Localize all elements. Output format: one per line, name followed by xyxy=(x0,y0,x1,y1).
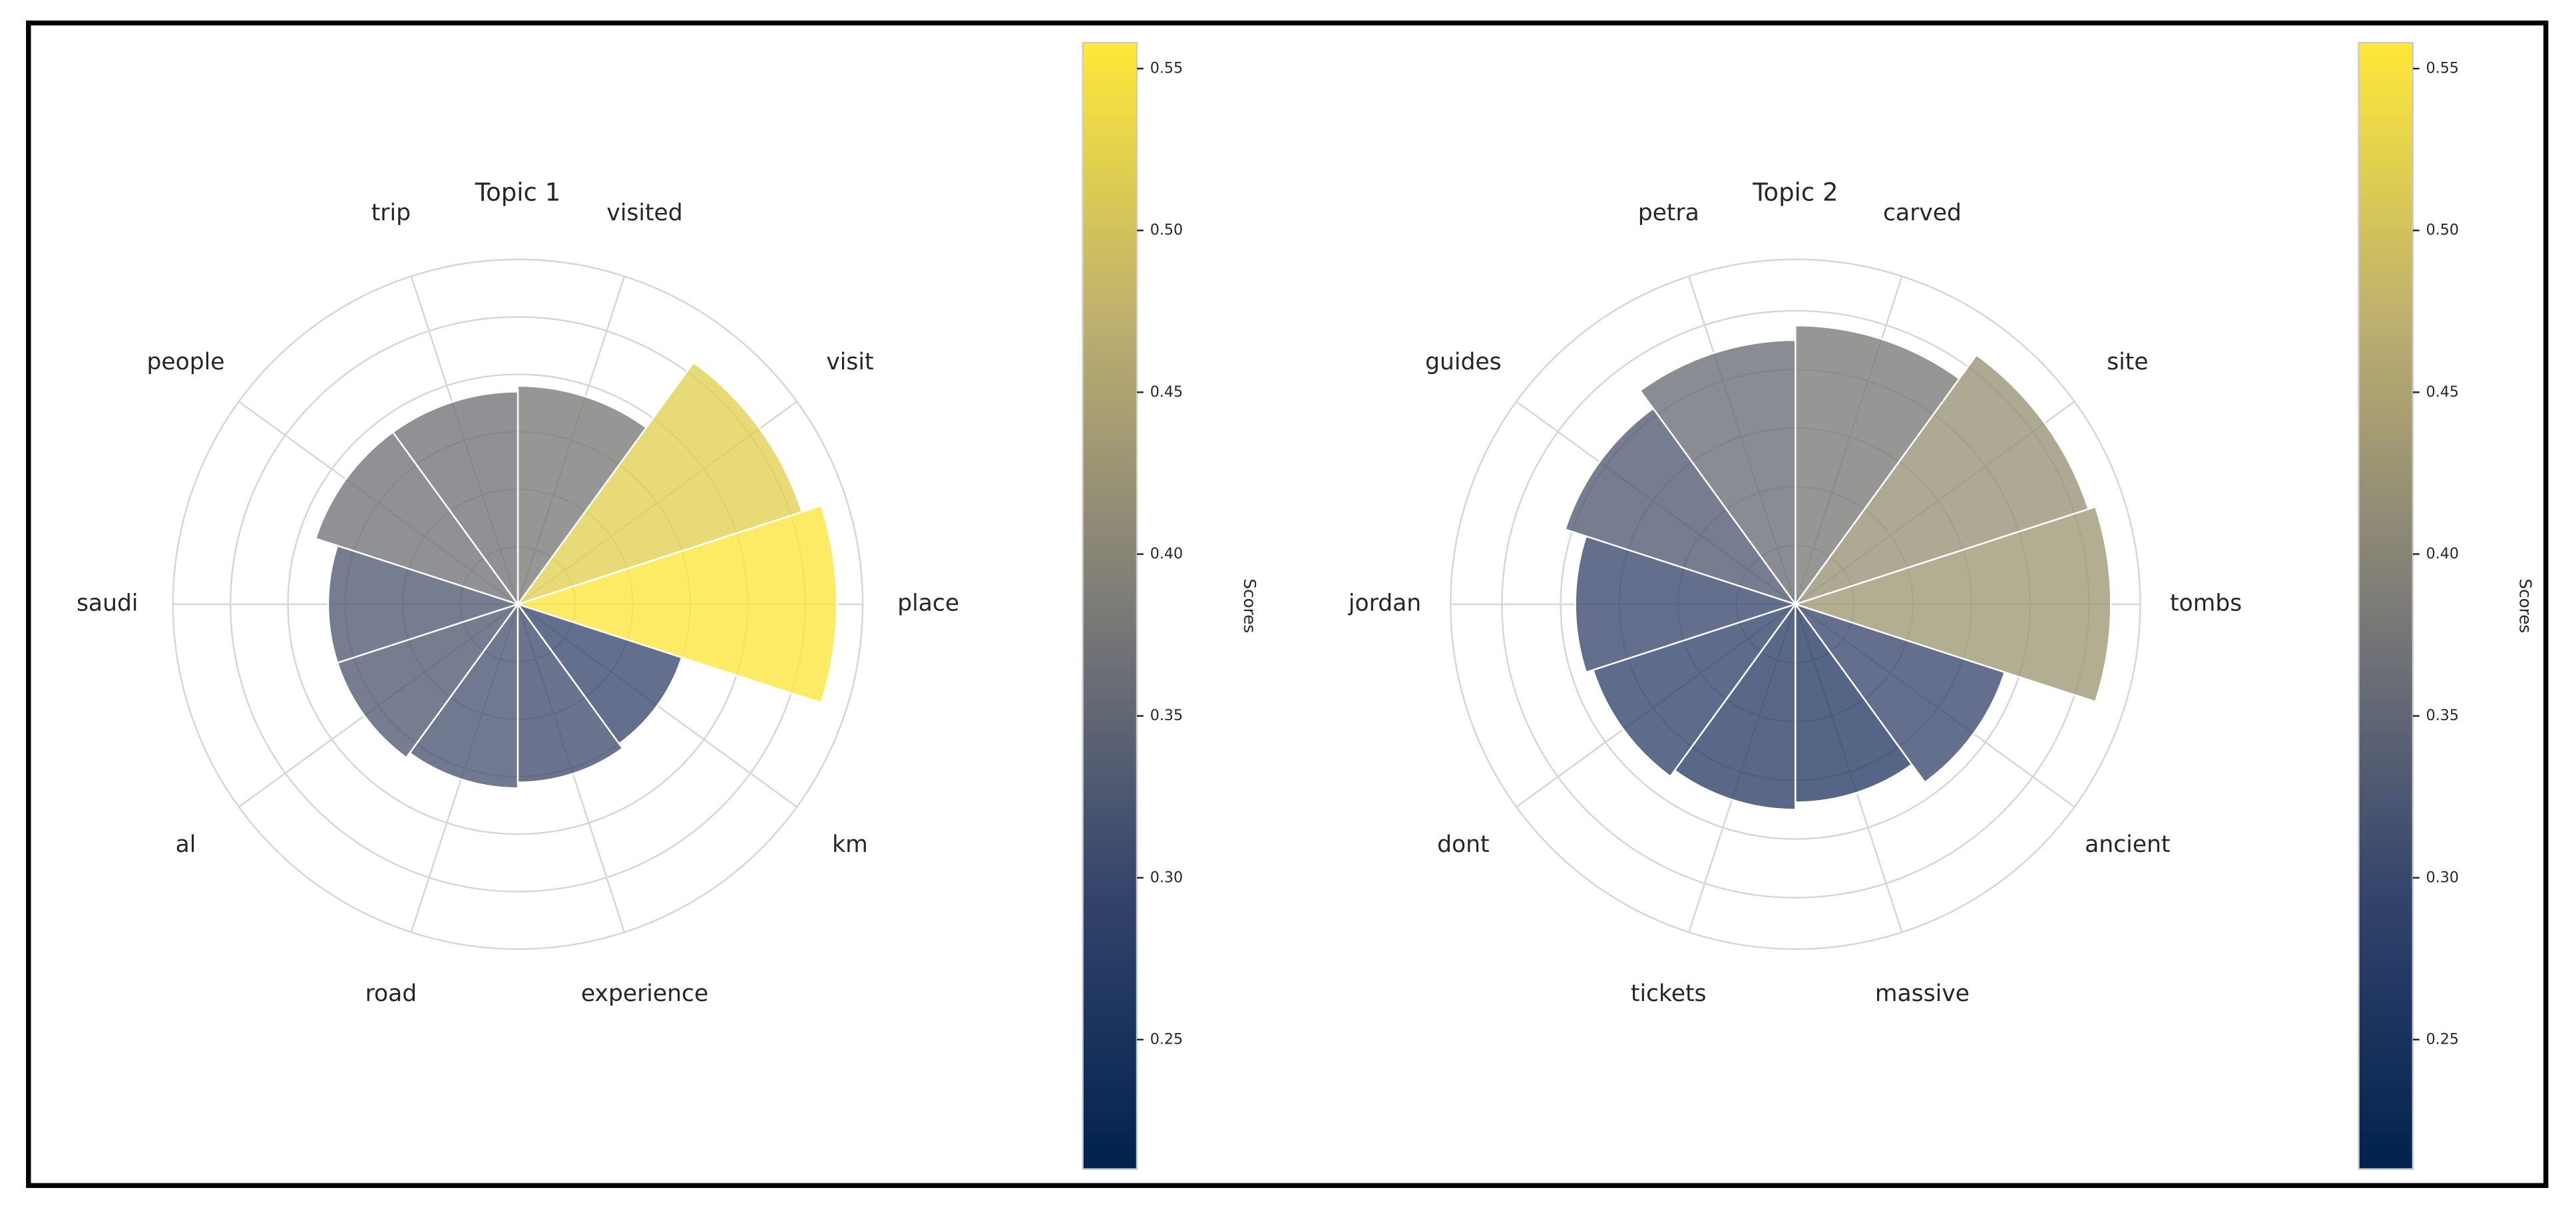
bar xyxy=(515,505,838,704)
bar xyxy=(515,361,803,606)
colorbar-tick-label: 0.40 xyxy=(1150,545,1183,562)
colorbar-tick-label: 0.30 xyxy=(2426,869,2459,886)
category-label: visit xyxy=(826,349,873,375)
category-label: dont xyxy=(1437,831,1489,858)
bar xyxy=(1639,339,1797,607)
colorbar-label: Scores xyxy=(2516,578,2535,633)
colorbar-tick-label: 0.50 xyxy=(1150,222,1183,239)
colorbar-label: Scores xyxy=(1240,578,1259,633)
category-label: tickets xyxy=(1631,980,1707,1007)
bar xyxy=(1793,505,2112,703)
category-label: trip xyxy=(371,200,411,226)
bar xyxy=(1793,353,2090,606)
bar xyxy=(517,385,648,607)
colorbar-tick-label: 0.45 xyxy=(1150,383,1183,401)
category-label: experience xyxy=(581,980,708,1007)
bar xyxy=(391,391,519,607)
bar xyxy=(1795,324,1961,607)
category-label: tombs xyxy=(2170,590,2242,616)
colorbar xyxy=(1082,41,1138,1170)
colorbar-tick-label: 0.40 xyxy=(2426,545,2459,562)
category-label: guides xyxy=(1425,349,1502,375)
colorbar-tick-label: 0.25 xyxy=(1150,1030,1183,1048)
bar xyxy=(1574,535,1799,674)
category-label: saudi xyxy=(77,590,138,616)
category-label: km xyxy=(832,831,868,858)
chart-title: Topic 2 xyxy=(1752,178,1838,207)
colorbar xyxy=(2358,41,2414,1170)
bar xyxy=(408,602,519,789)
bar xyxy=(1673,602,1797,811)
category-label: visited xyxy=(606,200,682,226)
category-label: site xyxy=(2107,349,2148,375)
bar xyxy=(1793,602,2006,784)
bar xyxy=(327,544,521,664)
colorbar-tick-label: 0.50 xyxy=(2426,222,2459,239)
category-label: place xyxy=(897,590,959,616)
category-label: al xyxy=(176,831,196,858)
chart-title: Topic 1 xyxy=(475,178,560,207)
bar xyxy=(1564,407,1798,606)
colorbar-tick-label: 0.35 xyxy=(1150,707,1183,724)
bar xyxy=(515,602,683,745)
bar xyxy=(1592,602,1798,778)
bar xyxy=(1795,602,1913,803)
colorbar-tick-label: 0.30 xyxy=(1150,869,1183,886)
colorbar-tick-label: 0.45 xyxy=(2426,383,2459,401)
category-label: people xyxy=(146,349,224,375)
bar xyxy=(314,431,521,606)
colorbar-tick-label: 0.55 xyxy=(2426,60,2459,77)
colorbar-tick-label: 0.55 xyxy=(1150,60,1183,77)
category-label: petra xyxy=(1638,200,1699,226)
bar xyxy=(517,602,624,783)
colorbar-tick-label: 0.25 xyxy=(2426,1030,2459,1048)
colorbar-tick-label: 0.35 xyxy=(2426,707,2459,724)
category-label: jordan xyxy=(1348,590,1421,616)
category-label: carved xyxy=(1883,200,1962,226)
category-label: ancient xyxy=(2085,831,2170,858)
bar xyxy=(336,602,521,759)
category-label: massive xyxy=(1875,980,1970,1007)
category-label: road xyxy=(365,980,417,1007)
